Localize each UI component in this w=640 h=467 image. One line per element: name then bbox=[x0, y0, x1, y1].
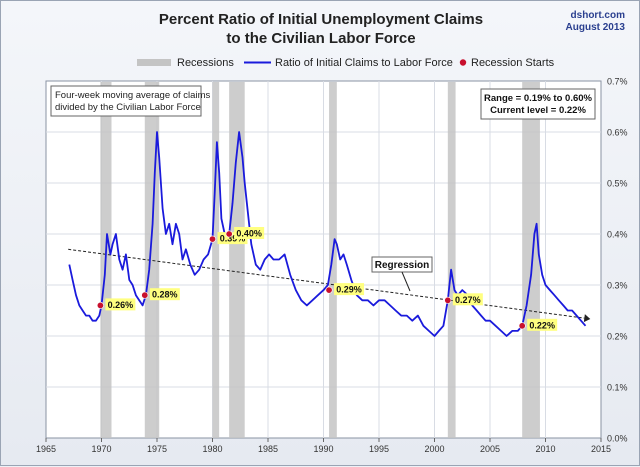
recession-start-callout bbox=[234, 227, 265, 239]
y-tick-label: 0.5% bbox=[607, 179, 628, 189]
recession-start-callout bbox=[452, 293, 483, 306]
recession-start-callout bbox=[105, 298, 136, 311]
x-tick-label: 1970 bbox=[91, 444, 111, 454]
note-box: Four-week moving average of claims divid… bbox=[50, 85, 210, 117]
recession-band bbox=[522, 82, 540, 438]
range-line1: Range = 0.19% to 0.60% bbox=[484, 93, 593, 104]
y-tick-label: 0.4% bbox=[607, 230, 628, 240]
chart-title-line1: Percent Ratio of Initial Unemployment Cl… bbox=[158, 11, 484, 28]
range-box: Range = 0.19% to 0.60% Current level = 0… bbox=[480, 88, 596, 120]
regression-arrowhead bbox=[583, 314, 591, 323]
y-tick-label: 0.0% bbox=[607, 434, 628, 444]
x-tick-label: 1980 bbox=[202, 444, 222, 454]
recession-start-callout bbox=[527, 318, 558, 331]
legend-recession-swatch bbox=[137, 59, 171, 66]
x-tick-label: 2015 bbox=[591, 444, 611, 454]
recession-band bbox=[229, 82, 245, 438]
x-tick-label: 2000 bbox=[424, 444, 444, 454]
range-box-border bbox=[480, 88, 596, 120]
y-tick-label: 0.7% bbox=[607, 77, 628, 87]
x-tick-label: 1975 bbox=[147, 444, 167, 454]
recession-start-label: 0.22% bbox=[529, 320, 555, 330]
regression-line bbox=[68, 248, 585, 319]
regression-callout: Regression bbox=[371, 256, 433, 292]
recession-start-markers: 0.26% 0.28% 0.39%0.40% 0.29% 0.27% 0.22% bbox=[96, 227, 558, 331]
y-tick-label: 0.1% bbox=[607, 383, 628, 393]
x-tick-label: 1965 bbox=[36, 444, 56, 454]
recession-start-label: 0.28% bbox=[152, 290, 178, 300]
recession-band bbox=[329, 82, 337, 438]
range-line2: Current level = 0.22% bbox=[490, 105, 586, 116]
recession-start-label: 0.39% bbox=[220, 234, 246, 244]
legend-ratio: Ratio of Initial Claims to Labor Force bbox=[275, 57, 453, 69]
recession-start-dot bbox=[518, 322, 526, 330]
recession-start-dot bbox=[209, 235, 217, 243]
y-tick-label: 0.2% bbox=[607, 332, 628, 342]
regression-pointer bbox=[401, 271, 411, 292]
x-tick-label: 1985 bbox=[258, 444, 278, 454]
x-tick-label: 1990 bbox=[313, 444, 333, 454]
recession-start-dot bbox=[225, 230, 233, 238]
y-axis-ticks: 0.0% 0.1% 0.2% 0.3% 0.4% 0.5% 0.6% 0.7% bbox=[607, 77, 628, 444]
recession-start-dot bbox=[444, 296, 452, 304]
recession-start-label: 0.27% bbox=[455, 295, 481, 305]
x-axis-ticks: 1965 1970 1975 1980 1985 1990 1995 2000 2005 2010… bbox=[36, 438, 611, 454]
recession-start-dot bbox=[96, 301, 104, 309]
recession-start-label: 0.26% bbox=[108, 300, 134, 310]
legend-start-swatch bbox=[459, 59, 467, 66]
source-date: August 2013 bbox=[565, 22, 625, 33]
recession-start-label: 0.29% bbox=[336, 285, 362, 295]
recession-start-dot bbox=[325, 286, 333, 294]
source-site: dshort.com bbox=[570, 10, 625, 21]
x-tick-label: 1995 bbox=[369, 444, 389, 454]
recession-start-callout bbox=[334, 283, 365, 296]
x-tick-label: 2005 bbox=[480, 444, 500, 454]
x-tick-label: 2010 bbox=[535, 444, 555, 454]
note-line1: Four-week moving average of claims bbox=[55, 90, 210, 101]
regression-label: Regression bbox=[375, 260, 429, 271]
y-tick-label: 0.3% bbox=[607, 281, 628, 291]
recession-start-label: 0.40% bbox=[236, 229, 262, 239]
legend-starts: Recession Starts bbox=[471, 57, 555, 69]
chart-title-line2: to the Civilian Labor Force bbox=[226, 30, 416, 47]
recession-start-dot bbox=[141, 291, 149, 299]
recession-band bbox=[212, 82, 220, 438]
recession-start-callout bbox=[149, 288, 180, 301]
legend-recessions: Recessions bbox=[177, 57, 234, 69]
recession-band bbox=[447, 82, 456, 438]
note-box-border bbox=[50, 85, 202, 117]
legend: Recessions Ratio of Initial Claims to La… bbox=[137, 57, 555, 69]
series-line bbox=[68, 131, 587, 337]
note-line2: divided by the Civilian Labor Force bbox=[55, 102, 201, 113]
y-tick-label: 0.6% bbox=[607, 128, 628, 138]
